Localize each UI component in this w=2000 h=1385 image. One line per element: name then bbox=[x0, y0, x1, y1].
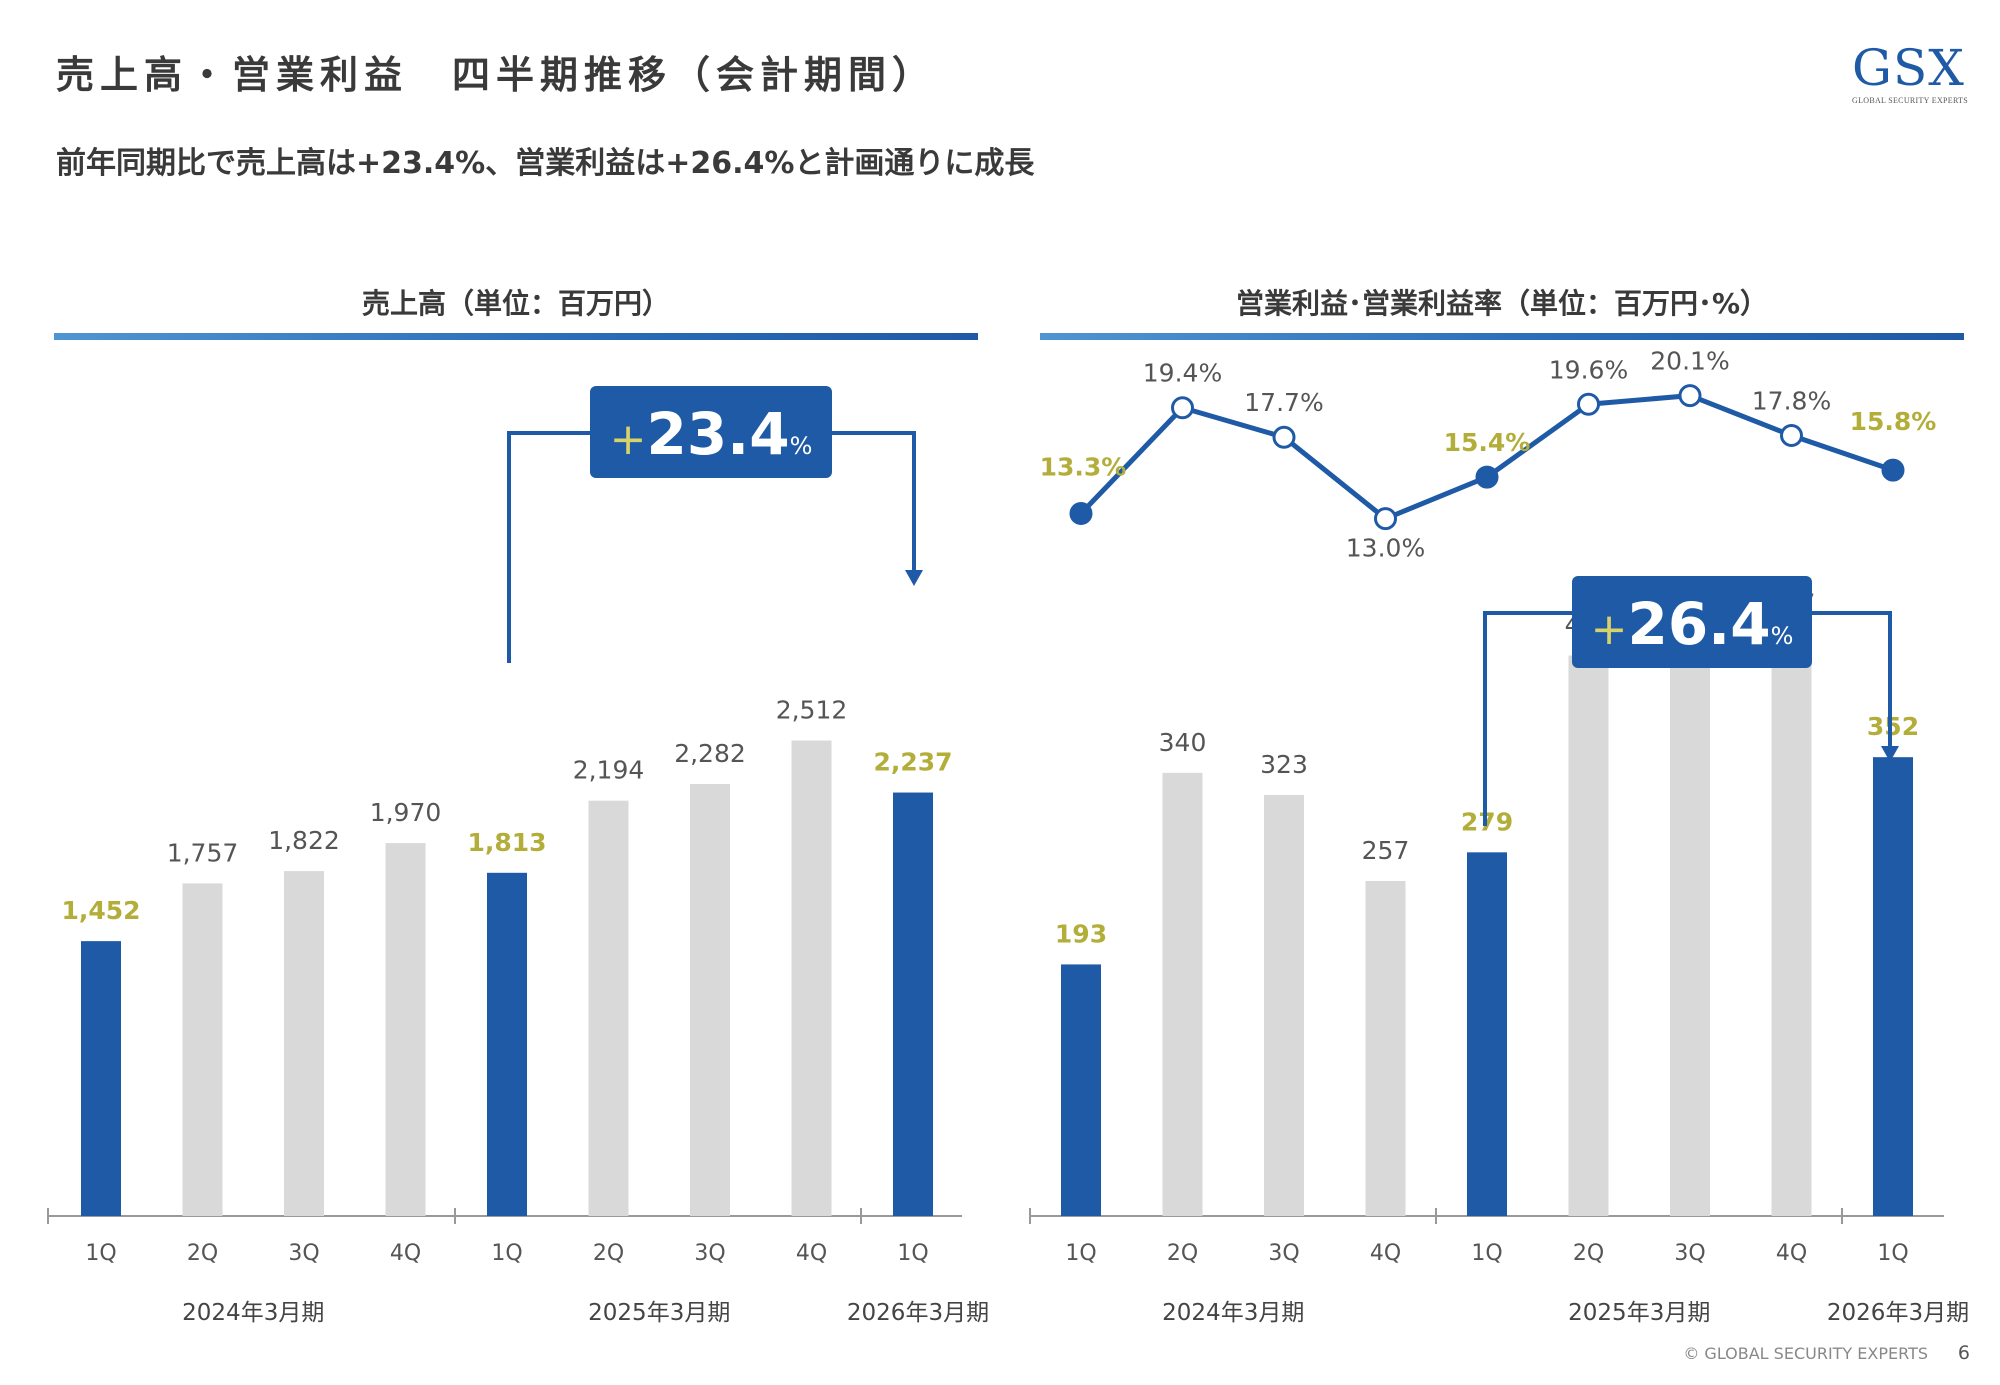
profit-period-label-2: 2026年3月期 bbox=[1827, 1300, 1969, 1326]
page-title: 売上高・営業利益 四半期推移（会計期間） bbox=[56, 53, 937, 97]
margin-label-0: 13.3% bbox=[1040, 452, 1127, 481]
margin-point-1 bbox=[1171, 396, 1194, 420]
profit-period-label-1: 2025年3月期 bbox=[1568, 1300, 1710, 1326]
sales-growth-label: +23.4% bbox=[610, 400, 813, 468]
margin-point-3 bbox=[1374, 507, 1397, 531]
margin-point-5 bbox=[1577, 392, 1600, 416]
profit-category-label-8: 1Q bbox=[1877, 1241, 1908, 1266]
logo-tagline: GLOBAL SECURITY EXPERTS bbox=[1852, 96, 1969, 105]
profit-value-label-3: 257 bbox=[1362, 836, 1410, 865]
margin-point-8 bbox=[1881, 458, 1905, 482]
sales-callout-connector-left bbox=[507, 431, 590, 663]
profit-bar-1 bbox=[1162, 772, 1203, 1216]
sales-value-label-6: 2,282 bbox=[674, 739, 746, 768]
profit-category-label-5: 2Q bbox=[1573, 1241, 1604, 1266]
page-number: 6 bbox=[1957, 1342, 1970, 1364]
profit-category-label-7: 4Q bbox=[1776, 1241, 1807, 1266]
margin-label-5: 19.6% bbox=[1549, 355, 1628, 384]
sales-category-label-2: 3Q bbox=[288, 1241, 319, 1266]
sales-category-label-6: 3Q bbox=[694, 1241, 725, 1266]
sales-category-label-3: 4Q bbox=[390, 1241, 421, 1266]
sales-bar-6 bbox=[690, 784, 730, 1216]
profit-category-label-3: 4Q bbox=[1370, 1241, 1401, 1266]
profit-bar-0 bbox=[1061, 964, 1101, 1216]
sales-growth-box bbox=[590, 386, 832, 478]
profit-bar-3 bbox=[1365, 881, 1406, 1216]
profit-category-label-6: 3Q bbox=[1674, 1241, 1705, 1266]
sales-value-label-7: 2,512 bbox=[776, 695, 848, 724]
sales-callout-arrow-icon bbox=[905, 570, 923, 586]
margin-label-7: 17.8% bbox=[1752, 386, 1831, 415]
sales-value-label-4: 1,813 bbox=[467, 828, 546, 857]
sales-chart-rule bbox=[54, 333, 978, 340]
margin-label-2: 17.7% bbox=[1244, 388, 1323, 417]
sales-bar-1 bbox=[182, 883, 223, 1216]
profit-period-label-0: 2024年3月期 bbox=[1162, 1300, 1304, 1326]
profit-value-label-1: 340 bbox=[1159, 728, 1207, 757]
profit-category-label-1: 2Q bbox=[1167, 1241, 1198, 1266]
page-subtitle: 前年同期比で売上高は+23.4%、営業利益は+26.4%と計画通りに成長 bbox=[56, 146, 1035, 181]
profit-callout-connector-right bbox=[1812, 611, 1892, 748]
sales-value-label-2: 1,822 bbox=[268, 826, 340, 855]
sales-bar-5 bbox=[588, 800, 629, 1216]
sales-period-label-2: 2026年3月期 bbox=[847, 1300, 989, 1326]
margin-point-2 bbox=[1272, 425, 1296, 449]
sales-bar-0 bbox=[81, 941, 121, 1216]
company-logo: GSX GLOBAL SECURITY EXPERTS bbox=[1852, 39, 1969, 105]
profit-growth-label: +26.4% bbox=[1591, 590, 1794, 658]
profit-bar-2 bbox=[1264, 794, 1304, 1216]
sales-bar-4 bbox=[487, 872, 527, 1216]
sales-period-label-0: 2024年3月期 bbox=[182, 1300, 324, 1326]
sales-bar-7 bbox=[791, 740, 832, 1216]
margin-label-8: 15.8% bbox=[1850, 407, 1937, 436]
sales-category-label-4: 1Q bbox=[491, 1241, 522, 1266]
logo-wordmark: GSX bbox=[1852, 39, 1965, 97]
profit-bar-8 bbox=[1873, 757, 1913, 1216]
profit-category-label-2: 3Q bbox=[1268, 1241, 1299, 1266]
profit-category-label-0: 1Q bbox=[1065, 1241, 1096, 1266]
profit-category-label-4: 1Q bbox=[1471, 1241, 1502, 1266]
sales-bar-2 bbox=[284, 871, 324, 1216]
sales-value-label-1: 1,757 bbox=[167, 838, 239, 867]
sales-value-label-8: 2,237 bbox=[873, 748, 952, 777]
profit-growth-box bbox=[1572, 576, 1812, 668]
margin-point-4 bbox=[1475, 465, 1499, 489]
sales-value-label-3: 1,970 bbox=[370, 798, 442, 827]
sales-category-label-0: 1Q bbox=[85, 1241, 116, 1266]
sales-category-label-7: 4Q bbox=[796, 1241, 827, 1266]
sales-chart-title: 売上高（単位：百万円） bbox=[361, 287, 670, 320]
profit-bar-6 bbox=[1670, 618, 1710, 1216]
sales-bar-8 bbox=[893, 792, 933, 1216]
sales-bar-3 bbox=[385, 843, 426, 1216]
sales-value-label-0: 1,452 bbox=[61, 896, 140, 925]
sales-category-label-1: 2Q bbox=[187, 1241, 218, 1266]
sales-callout-connector-right bbox=[832, 431, 916, 572]
profit-callout-arrow-icon bbox=[1881, 746, 1899, 762]
margin-label-1: 19.4% bbox=[1143, 359, 1222, 388]
profit-bar-5 bbox=[1568, 655, 1609, 1216]
margin-point-0 bbox=[1069, 501, 1093, 525]
margin-label-6: 20.1% bbox=[1650, 347, 1729, 376]
sales-category-label-5: 2Q bbox=[593, 1241, 624, 1266]
profit-value-label-0: 193 bbox=[1055, 919, 1107, 948]
profit-bar-4 bbox=[1467, 852, 1507, 1216]
margin-point-6 bbox=[1678, 384, 1702, 408]
copyright-footer: © GLOBAL SECURITY EXPERTS bbox=[1683, 1344, 1928, 1363]
margin-point-7 bbox=[1780, 423, 1803, 447]
margin-label-4: 15.4% bbox=[1444, 428, 1531, 457]
sales-category-label-8: 1Q bbox=[897, 1241, 928, 1266]
sales-period-label-1: 2025年3月期 bbox=[588, 1300, 730, 1326]
profit-chart-title: 営業利益･営業利益率（単位：百万円･%） bbox=[1235, 287, 1769, 320]
sales-value-label-5: 2,194 bbox=[573, 756, 645, 785]
profit-value-label-8: 352 bbox=[1867, 712, 1919, 741]
profit-bar-7 bbox=[1771, 633, 1812, 1216]
margin-label-3: 13.0% bbox=[1346, 534, 1425, 563]
profit-callout-connector-left bbox=[1483, 611, 1572, 826]
profit-chart-rule bbox=[1040, 333, 1964, 340]
profit-value-label-2: 323 bbox=[1260, 750, 1308, 779]
